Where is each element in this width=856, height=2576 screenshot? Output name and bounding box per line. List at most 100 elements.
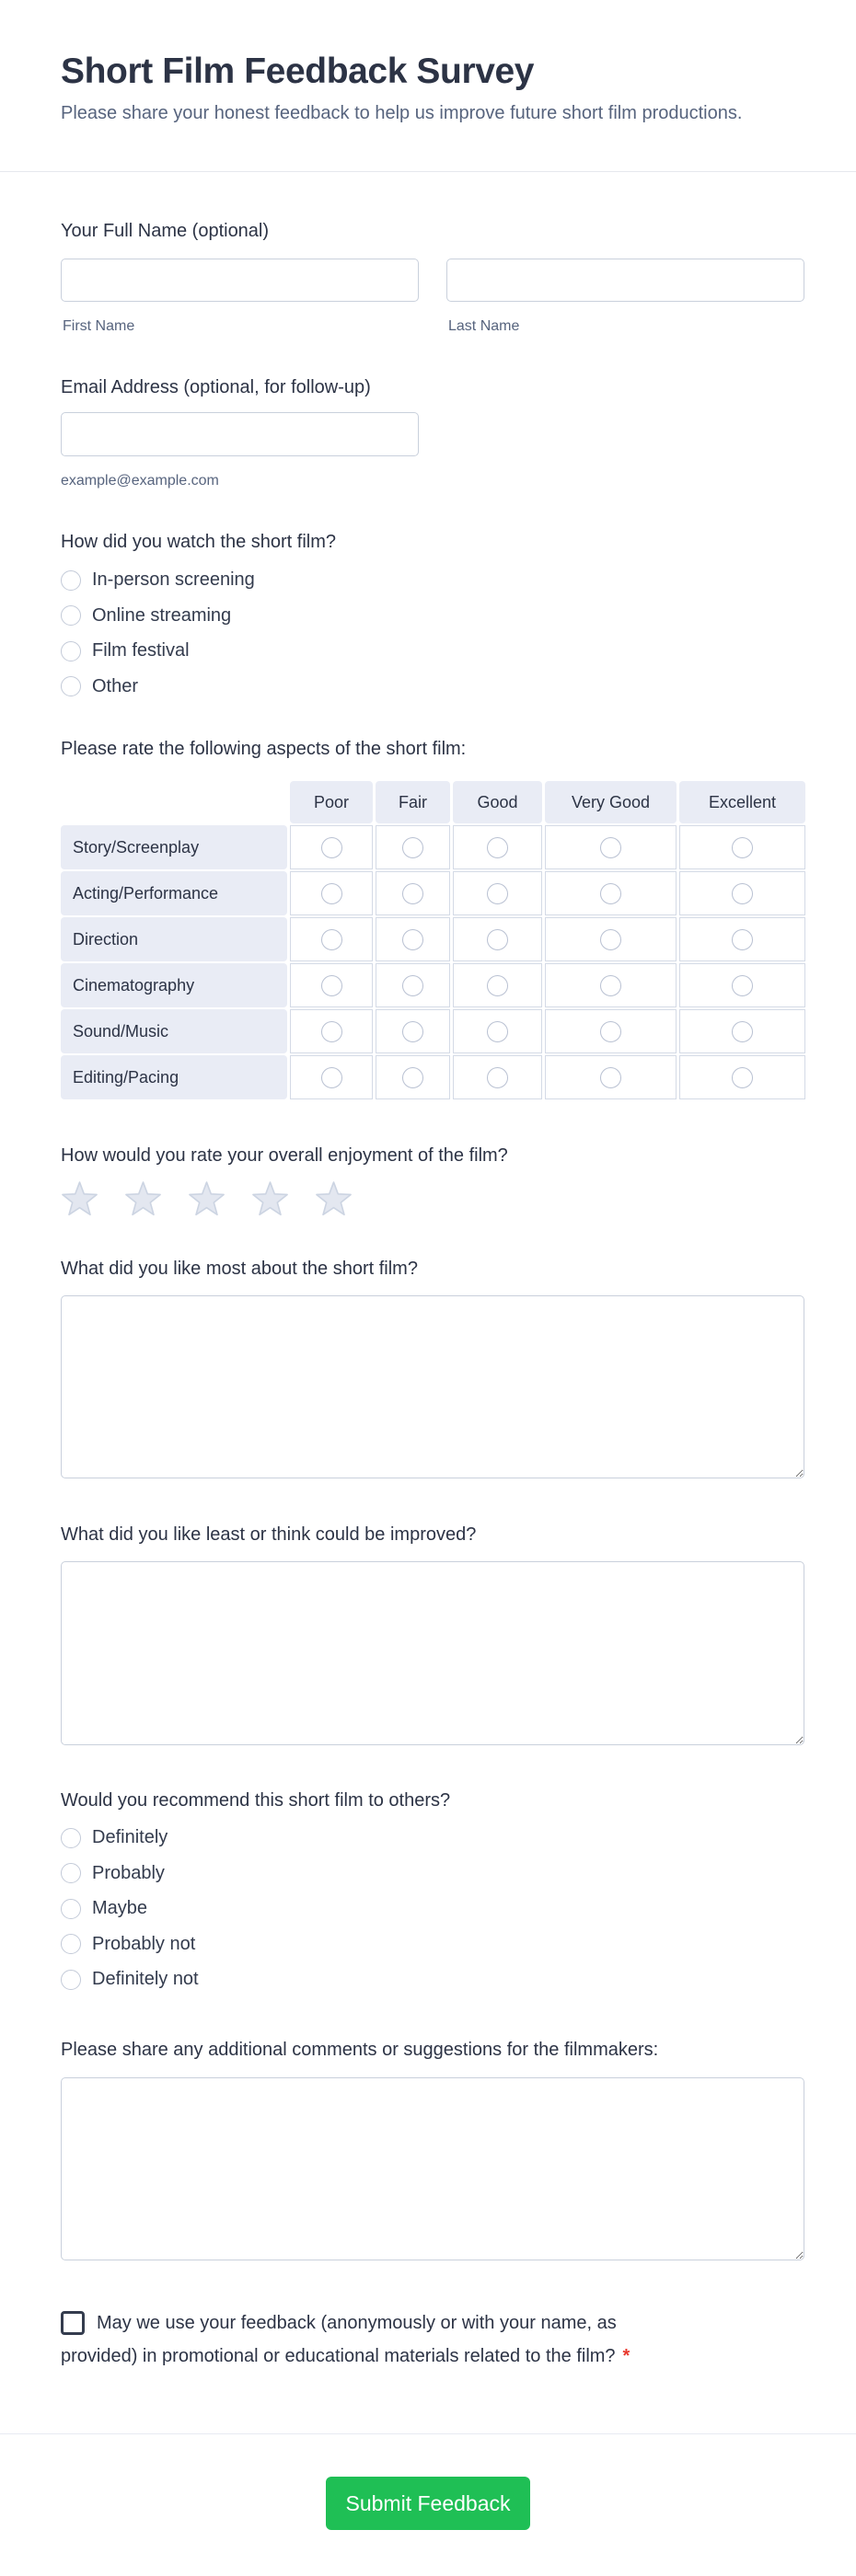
matrix-radio-cell[interactable]	[376, 1009, 450, 1053]
liked-least-label: What did you like least or think could b…	[61, 1524, 477, 1545]
consent-checkbox[interactable]	[61, 2311, 85, 2335]
radio-circle-icon[interactable]	[600, 928, 621, 950]
radio-option[interactable]: In-person screening	[61, 569, 255, 591]
radio-circle-icon[interactable]	[402, 928, 423, 950]
radio-circle-icon[interactable]	[61, 569, 81, 591]
radio-circle-icon[interactable]	[61, 676, 81, 696]
star-icon[interactable]	[251, 1180, 289, 1218]
radio-circle-icon[interactable]	[487, 836, 508, 858]
additional-comments-textarea[interactable]	[61, 2077, 804, 2260]
matrix-row-label: Editing/Pacing	[61, 1055, 287, 1099]
radio-circle-icon[interactable]	[320, 836, 342, 858]
radio-circle-icon[interactable]	[61, 1934, 81, 1954]
matrix-radio-cell[interactable]	[679, 917, 805, 961]
radio-circle-icon[interactable]	[600, 1020, 621, 1042]
radio-circle-icon[interactable]	[320, 882, 342, 904]
radio-circle-icon[interactable]	[600, 882, 621, 904]
radio-circle-icon[interactable]	[732, 1066, 753, 1088]
matrix-radio-cell[interactable]	[290, 1055, 373, 1099]
radio-circle-icon[interactable]	[61, 605, 81, 626]
matrix-radio-cell[interactable]	[453, 963, 542, 1007]
matrix-radio-cell[interactable]	[376, 825, 450, 869]
matrix-radio-cell[interactable]	[290, 1009, 373, 1053]
matrix-radio-cell[interactable]	[453, 871, 542, 915]
liked-least-textarea[interactable]	[61, 1561, 804, 1745]
matrix-radio-cell[interactable]	[679, 825, 805, 869]
radio-option-label: In-person screening	[92, 569, 255, 590]
radio-circle-icon[interactable]	[732, 1020, 753, 1042]
matrix-radio-cell[interactable]	[679, 963, 805, 1007]
matrix-radio-cell[interactable]	[545, 963, 677, 1007]
consent-label-line1: May we use your feedback (anonymously or…	[97, 2312, 617, 2333]
radio-option[interactable]: Film festival	[61, 640, 255, 661]
radio-circle-icon[interactable]	[61, 1969, 81, 1990]
radio-circle-icon[interactable]	[487, 1066, 508, 1088]
submit-feedback-button[interactable]: Submit Feedback	[326, 2477, 530, 2530]
matrix-radio-cell[interactable]	[453, 917, 542, 961]
radio-circle-icon[interactable]	[402, 836, 423, 858]
matrix-radio-cell[interactable]	[290, 825, 373, 869]
matrix-radio-cell[interactable]	[545, 1009, 677, 1053]
radio-circle-icon[interactable]	[600, 836, 621, 858]
matrix-radio-cell[interactable]	[679, 1055, 805, 1099]
radio-option[interactable]: Definitely not	[61, 1969, 199, 1990]
matrix-radio-cell[interactable]	[376, 1055, 450, 1099]
radio-option[interactable]: Other	[61, 676, 255, 697]
radio-circle-icon[interactable]	[732, 974, 753, 996]
radio-circle-icon[interactable]	[402, 974, 423, 996]
matrix-radio-cell[interactable]	[290, 917, 373, 961]
radio-circle-icon[interactable]	[732, 836, 753, 858]
radio-circle-icon[interactable]	[320, 1020, 342, 1042]
recommend-label: Would you recommend this short film to o…	[61, 1790, 451, 1811]
radio-circle-icon[interactable]	[61, 1863, 81, 1883]
radio-circle-icon[interactable]	[402, 882, 423, 904]
star-icon[interactable]	[315, 1180, 353, 1218]
last-name-input[interactable]	[446, 259, 804, 302]
radio-circle-icon[interactable]	[732, 882, 753, 904]
radio-circle-icon[interactable]	[320, 928, 342, 950]
radio-circle-icon[interactable]	[487, 974, 508, 996]
radio-option[interactable]: Definitely	[61, 1827, 199, 1848]
matrix-radio-cell[interactable]	[545, 917, 677, 961]
liked-most-textarea[interactable]	[61, 1295, 804, 1478]
star-rating	[61, 1180, 353, 1218]
star-icon[interactable]	[124, 1180, 162, 1218]
radio-circle-icon[interactable]	[600, 1066, 621, 1088]
matrix-radio-cell[interactable]	[376, 871, 450, 915]
consent-label-line2: provided) in promotional or educational …	[61, 2346, 616, 2366]
matrix-radio-cell[interactable]	[290, 871, 373, 915]
radio-option[interactable]: Probably not	[61, 1934, 199, 1955]
radio-circle-icon[interactable]	[61, 640, 81, 661]
star-icon[interactable]	[188, 1180, 226, 1218]
radio-circle-icon[interactable]	[402, 1066, 423, 1088]
star-icon[interactable]	[61, 1180, 98, 1218]
radio-circle-icon[interactable]	[487, 1020, 508, 1042]
radio-option[interactable]: Probably	[61, 1863, 199, 1884]
radio-circle-icon[interactable]	[61, 1827, 81, 1848]
first-name-input[interactable]	[61, 259, 419, 302]
matrix-radio-cell[interactable]	[453, 825, 542, 869]
matrix-radio-cell[interactable]	[679, 871, 805, 915]
radio-circle-icon[interactable]	[487, 882, 508, 904]
radio-circle-icon[interactable]	[320, 1066, 342, 1088]
matrix-radio-cell[interactable]	[290, 963, 373, 1007]
matrix-radio-cell[interactable]	[545, 1055, 677, 1099]
radio-option[interactable]: Maybe	[61, 1898, 199, 1919]
radio-circle-icon[interactable]	[61, 1898, 81, 1919]
radio-circle-icon[interactable]	[402, 1020, 423, 1042]
matrix-radio-cell[interactable]	[453, 1055, 542, 1099]
email-input[interactable]	[61, 412, 419, 456]
header-divider	[0, 171, 856, 172]
matrix-radio-cell[interactable]	[376, 963, 450, 1007]
radio-circle-icon[interactable]	[320, 974, 342, 996]
matrix-radio-cell[interactable]	[679, 1009, 805, 1053]
radio-option[interactable]: Online streaming	[61, 605, 255, 627]
matrix-radio-cell[interactable]	[453, 1009, 542, 1053]
matrix-column-header: Poor	[290, 781, 373, 823]
radio-circle-icon[interactable]	[487, 928, 508, 950]
matrix-radio-cell[interactable]	[376, 917, 450, 961]
matrix-radio-cell[interactable]	[545, 825, 677, 869]
radio-circle-icon[interactable]	[732, 928, 753, 950]
radio-circle-icon[interactable]	[600, 974, 621, 996]
matrix-radio-cell[interactable]	[545, 871, 677, 915]
